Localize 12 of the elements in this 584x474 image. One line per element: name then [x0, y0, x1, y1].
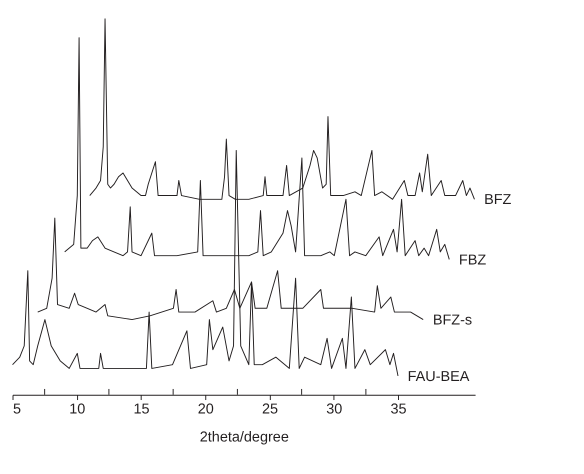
x-tick-label: 5 — [13, 402, 22, 418]
x-tick-label: 20 — [198, 402, 214, 418]
x-tick-label: 30 — [326, 402, 342, 418]
x-tick-label: 15 — [133, 402, 150, 418]
series-label: BFZ — [484, 192, 512, 208]
series-label: BFZ-s — [432, 312, 472, 328]
x-tick-label: 35 — [390, 402, 407, 418]
x-tick-label: 10 — [69, 402, 86, 418]
x-tick-label: 25 — [262, 402, 278, 418]
x-axis-title: 2theta/degree — [200, 429, 289, 446]
series-label: FAU-BEA — [408, 368, 470, 385]
series-label: FBZ — [458, 252, 486, 268]
